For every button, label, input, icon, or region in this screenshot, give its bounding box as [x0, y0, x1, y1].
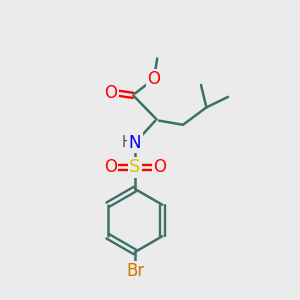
Text: H: H: [121, 135, 132, 150]
Text: O: O: [104, 158, 117, 176]
Text: N: N: [129, 134, 141, 152]
Text: Br: Br: [126, 262, 144, 280]
Text: O: O: [147, 70, 160, 88]
Text: O: O: [104, 84, 117, 102]
Text: S: S: [129, 158, 141, 176]
Text: O: O: [153, 158, 166, 176]
